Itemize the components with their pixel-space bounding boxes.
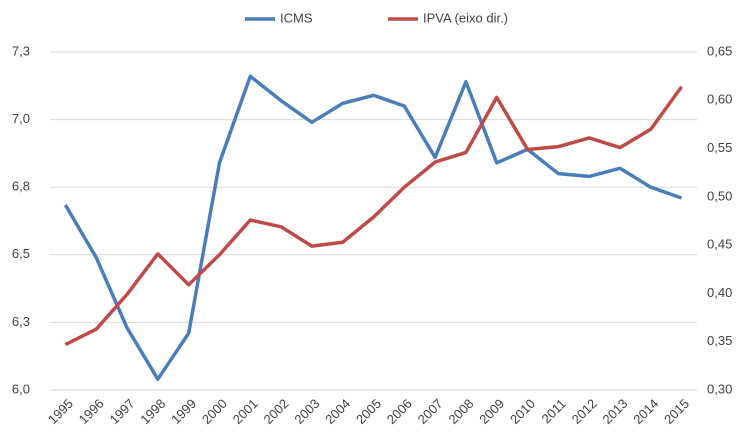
legend-label: IPVA (eixo dir.) [423, 10, 508, 25]
x-tick-label: 1999 [168, 396, 199, 427]
x-tick-label: 2009 [476, 396, 507, 427]
y2-tick-label: 0,65 [707, 43, 732, 58]
x-tick-label: 2006 [384, 396, 415, 427]
x-tick-label: 2003 [291, 396, 322, 427]
x-tick-label: 2000 [199, 396, 230, 427]
x-tick-label: 2010 [507, 396, 538, 427]
x-tick-label: 2005 [353, 396, 384, 427]
x-tick-label: 2002 [261, 396, 292, 427]
x-tick-label: 1998 [137, 396, 168, 427]
y2-tick-label: 0,35 [707, 333, 732, 348]
x-tick-label: 1995 [45, 396, 76, 427]
y2-tick-label: 0,55 [707, 140, 732, 155]
x-tick-label: 2004 [322, 396, 353, 427]
y2-tick-label: 0,60 [707, 92, 732, 107]
y-tick-label: 6,3 [12, 314, 30, 329]
x-tick-label: 2014 [630, 396, 661, 427]
line-series [64, 85, 684, 347]
x-tick-label: 1997 [107, 396, 138, 427]
y-tick-label: 6,5 [12, 246, 30, 261]
y2-tick-label: 0,45 [707, 237, 732, 252]
x-tick-label: 2012 [569, 396, 600, 427]
line-series [63, 74, 683, 381]
x-tick-label: 2013 [599, 396, 630, 427]
x-tick-label: 2008 [445, 396, 476, 427]
x-tick-label: 2015 [661, 396, 692, 427]
x-tick-label: 1996 [76, 396, 107, 427]
y-tick-label: 7,3 [12, 43, 30, 58]
y-tick-label: 6,0 [12, 381, 30, 396]
x-tick-label: 2011 [539, 396, 569, 426]
y2-tick-label: 0,40 [707, 285, 732, 300]
y-tick-label: 6,8 [12, 179, 30, 194]
x-tick-label: 2001 [230, 396, 261, 427]
legend-label: ICMS [280, 10, 313, 25]
y2-tick-label: 0,30 [707, 381, 732, 396]
y-tick-label: 7,0 [12, 111, 30, 126]
y2-tick-label: 0,50 [707, 188, 732, 203]
x-tick-label: 2007 [415, 396, 446, 427]
